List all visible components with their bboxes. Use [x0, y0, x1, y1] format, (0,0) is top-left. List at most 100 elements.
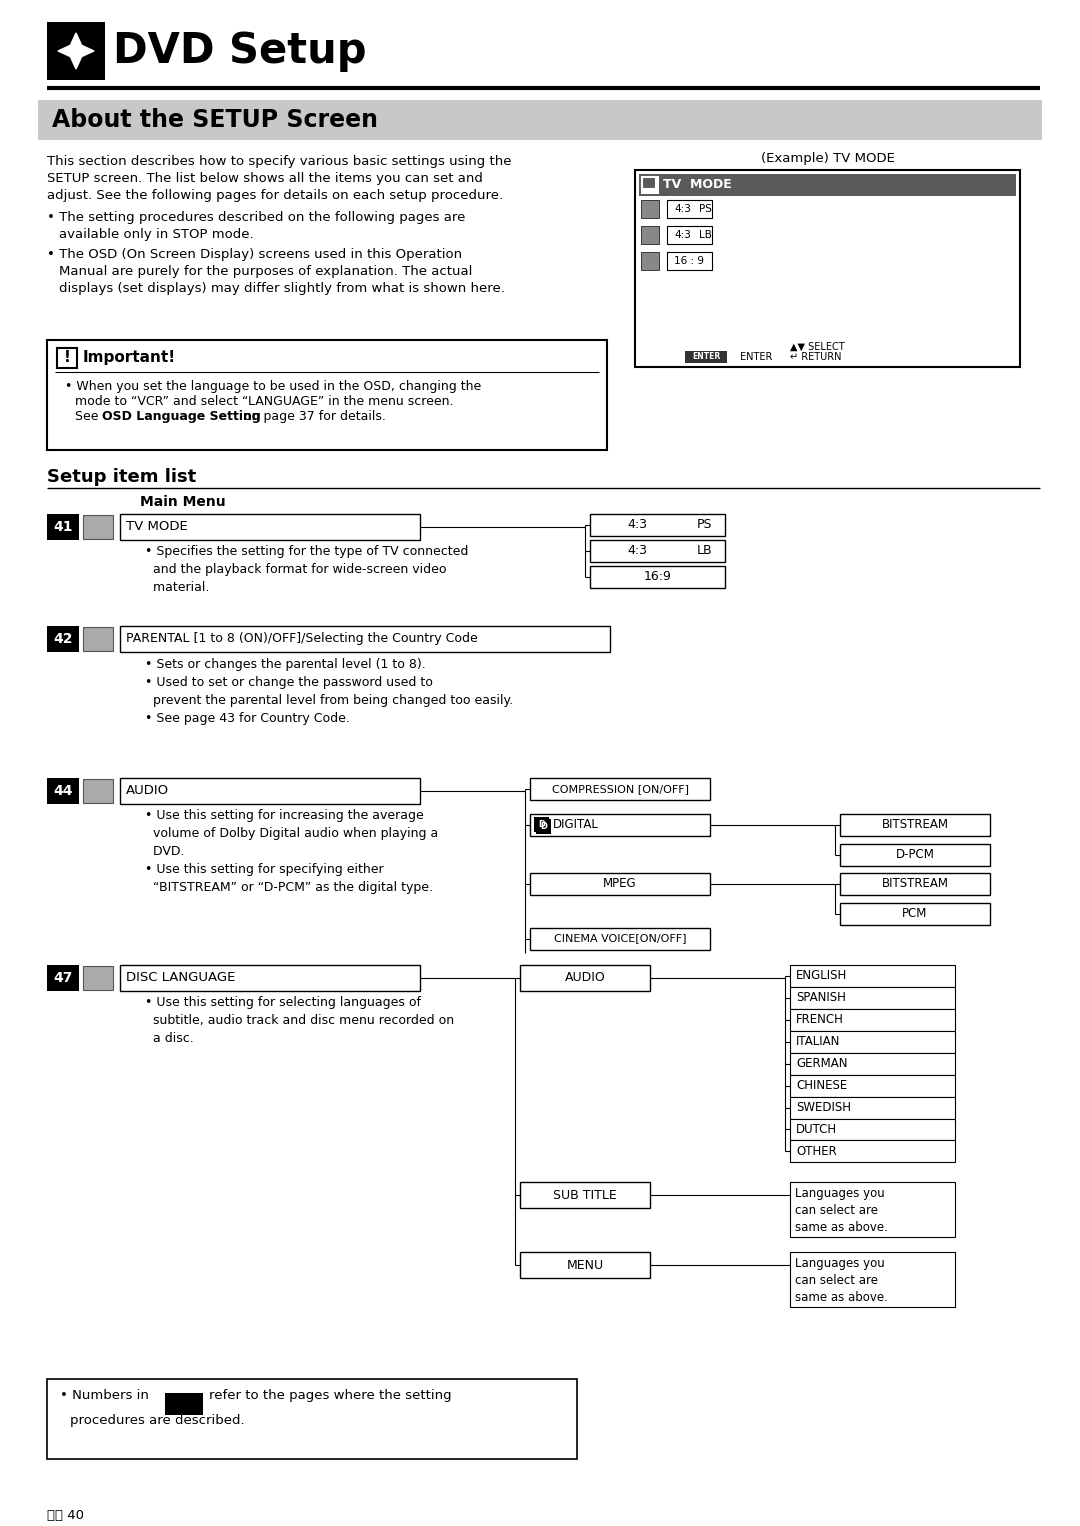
Text: CINEMA VOICE[ON/OFF]: CINEMA VOICE[ON/OFF]: [554, 934, 686, 943]
FancyBboxPatch shape: [83, 966, 113, 989]
Text: 4:3: 4:3: [627, 545, 648, 557]
Text: TV  MODE: TV MODE: [663, 179, 732, 191]
Text: SPANISH: SPANISH: [796, 990, 846, 1004]
FancyBboxPatch shape: [530, 873, 710, 894]
Text: • Use this setting for increasing the average
  volume of Dolby Digital audio wh: • Use this setting for increasing the av…: [145, 809, 438, 894]
Text: D-PCM: D-PCM: [895, 848, 934, 861]
FancyBboxPatch shape: [519, 1183, 650, 1209]
Text: MENU: MENU: [566, 1259, 604, 1273]
Text: ENTER: ENTER: [692, 353, 720, 362]
FancyBboxPatch shape: [83, 514, 113, 539]
Text: ↵ RETURN: ↵ RETURN: [789, 353, 841, 362]
FancyBboxPatch shape: [642, 177, 656, 189]
FancyBboxPatch shape: [685, 351, 727, 363]
Text: ENGLISH: ENGLISH: [796, 969, 847, 983]
Text: 4:3: 4:3: [627, 519, 648, 531]
FancyBboxPatch shape: [789, 987, 955, 1009]
Text: About the SETUP Screen: About the SETUP Screen: [52, 108, 378, 131]
FancyBboxPatch shape: [534, 816, 549, 832]
FancyBboxPatch shape: [120, 514, 420, 540]
Text: PS: PS: [698, 519, 713, 531]
FancyBboxPatch shape: [642, 226, 659, 244]
FancyBboxPatch shape: [789, 1074, 955, 1097]
FancyBboxPatch shape: [48, 1380, 577, 1459]
Text: D: D: [538, 819, 545, 829]
FancyBboxPatch shape: [519, 964, 650, 990]
FancyBboxPatch shape: [120, 778, 420, 804]
FancyBboxPatch shape: [83, 778, 113, 803]
Text: ▲▼ SELECT: ▲▼ SELECT: [791, 342, 845, 353]
Text: ENTER: ENTER: [740, 353, 772, 362]
Text: procedures are described.: procedures are described.: [70, 1415, 245, 1427]
Text: • When you set the language to be used in the OSD, changing the: • When you set the language to be used i…: [65, 380, 482, 392]
Text: • Sets or changes the parental level (1 to 8).
• Used to set or change the passw: • Sets or changes the parental level (1 …: [145, 658, 513, 725]
FancyBboxPatch shape: [536, 818, 551, 833]
Text: BITSTREAM: BITSTREAM: [881, 877, 948, 890]
FancyBboxPatch shape: [789, 1097, 955, 1119]
Text: PS: PS: [699, 204, 712, 214]
Text: DVD Setup: DVD Setup: [113, 31, 366, 72]
FancyBboxPatch shape: [635, 169, 1020, 366]
FancyBboxPatch shape: [642, 200, 659, 218]
FancyBboxPatch shape: [590, 540, 725, 562]
Text: CHINESE: CHINESE: [796, 1079, 847, 1093]
FancyBboxPatch shape: [530, 928, 710, 949]
FancyBboxPatch shape: [120, 964, 420, 990]
Text: Main Menu: Main Menu: [140, 494, 226, 508]
FancyBboxPatch shape: [667, 226, 712, 244]
Text: 4:3: 4:3: [675, 230, 691, 240]
Text: 4:3: 4:3: [675, 204, 691, 214]
FancyBboxPatch shape: [789, 1009, 955, 1030]
Text: • The OSD (On Screen Display) screens used in this Operation: • The OSD (On Screen Display) screens us…: [48, 247, 462, 261]
Text: (Example) TV MODE: (Example) TV MODE: [760, 153, 894, 165]
Text: • Specifies the setting for the type of TV connected
  and the playback format f: • Specifies the setting for the type of …: [145, 545, 469, 594]
FancyBboxPatch shape: [642, 252, 659, 270]
Text: on page 37 for details.: on page 37 for details.: [240, 410, 386, 423]
FancyBboxPatch shape: [530, 778, 710, 800]
Text: DIGITAL: DIGITAL: [553, 818, 599, 832]
FancyBboxPatch shape: [789, 1119, 955, 1140]
FancyBboxPatch shape: [590, 514, 725, 536]
Text: This section describes how to specify various basic settings using the: This section describes how to specify va…: [48, 156, 512, 168]
Text: available only in STOP mode.: available only in STOP mode.: [59, 227, 254, 241]
FancyBboxPatch shape: [48, 778, 79, 804]
FancyBboxPatch shape: [48, 514, 79, 540]
Text: SETUP screen. The list below shows all the items you can set and: SETUP screen. The list below shows all t…: [48, 172, 483, 185]
FancyBboxPatch shape: [789, 1183, 955, 1238]
Text: displays (set displays) may differ slightly from what is shown here.: displays (set displays) may differ sligh…: [59, 282, 504, 295]
Text: 44: 44: [53, 784, 72, 798]
Text: OTHER: OTHER: [796, 1144, 837, 1158]
Text: PCM: PCM: [902, 906, 928, 920]
Text: TV MODE: TV MODE: [126, 520, 188, 533]
FancyBboxPatch shape: [667, 200, 712, 218]
Text: • Numbers in: • Numbers in: [60, 1389, 149, 1402]
FancyBboxPatch shape: [789, 1030, 955, 1053]
FancyBboxPatch shape: [642, 175, 659, 194]
Text: DUTCH: DUTCH: [796, 1123, 837, 1135]
Text: LB: LB: [698, 545, 713, 557]
Text: COMPRESSION [ON/OFF]: COMPRESSION [ON/OFF]: [552, 784, 689, 794]
Text: 16 : 9: 16 : 9: [674, 256, 704, 266]
FancyBboxPatch shape: [519, 1253, 650, 1279]
Text: SUB TITLE: SUB TITLE: [553, 1189, 617, 1202]
FancyBboxPatch shape: [530, 813, 710, 836]
FancyBboxPatch shape: [840, 873, 990, 894]
Text: refer to the pages where the setting: refer to the pages where the setting: [210, 1389, 451, 1402]
Text: • The setting procedures described on the following pages are: • The setting procedures described on th…: [48, 211, 465, 224]
Text: 16:9: 16:9: [644, 571, 672, 583]
FancyBboxPatch shape: [789, 1253, 955, 1308]
Text: • Use this setting for selecting languages of
  subtitle, audio track and disc m: • Use this setting for selecting languag…: [145, 995, 454, 1045]
Text: Manual are purely for the purposes of explanation. The actual: Manual are purely for the purposes of ex…: [59, 266, 472, 278]
FancyBboxPatch shape: [38, 101, 1042, 140]
Text: 42: 42: [53, 632, 72, 645]
Text: PARENTAL [1 to 8 (ON)/OFF]/Selecting the Country Code: PARENTAL [1 to 8 (ON)/OFF]/Selecting the…: [126, 632, 477, 645]
FancyBboxPatch shape: [789, 964, 955, 987]
FancyBboxPatch shape: [48, 340, 607, 450]
Text: AUDIO: AUDIO: [565, 971, 606, 984]
FancyBboxPatch shape: [83, 627, 113, 650]
Text: MPEG: MPEG: [604, 877, 637, 890]
FancyBboxPatch shape: [165, 1393, 203, 1416]
Text: Languages you
can select are
same as above.: Languages you can select are same as abo…: [795, 1187, 888, 1235]
Text: AUDIO: AUDIO: [126, 784, 170, 797]
FancyBboxPatch shape: [120, 626, 610, 652]
